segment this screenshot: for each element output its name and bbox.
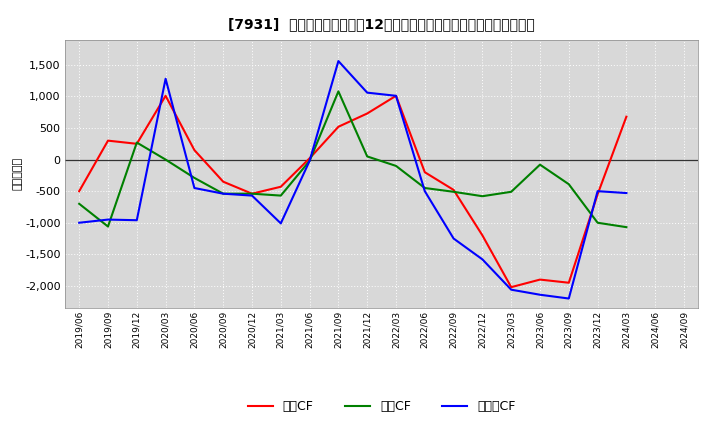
フリーCF	[161, 76, 170, 81]
フリーCF	[305, 158, 314, 164]
フリーCF	[75, 220, 84, 225]
営業CF	[593, 192, 602, 197]
営業CF	[420, 169, 429, 175]
営業CF	[334, 124, 343, 129]
投賄CF	[248, 191, 256, 196]
フリーCF	[190, 185, 199, 191]
営業CF	[132, 141, 141, 147]
投賄CF	[507, 189, 516, 194]
投賄CF	[392, 163, 400, 169]
営業CF	[305, 156, 314, 161]
Legend: 営業CF, 投賄CF, フリーCF: 営業CF, 投賄CF, フリーCF	[248, 400, 516, 413]
営業CF	[219, 179, 228, 184]
営業CF	[478, 233, 487, 238]
投賄CF	[75, 201, 84, 206]
投賄CF	[449, 189, 458, 194]
フリーCF	[622, 191, 631, 196]
投賄CF	[305, 158, 314, 164]
フリーCF	[593, 188, 602, 194]
営業CF	[564, 280, 573, 286]
営業CF	[449, 187, 458, 193]
フリーCF	[449, 236, 458, 241]
フリーCF	[536, 292, 544, 297]
フリーCF	[564, 296, 573, 301]
営業CF	[392, 93, 400, 99]
フリーCF	[104, 217, 112, 222]
Line: 営業CF: 営業CF	[79, 96, 626, 287]
投賄CF	[104, 224, 112, 229]
投賄CF	[420, 185, 429, 191]
フリーCF	[248, 193, 256, 198]
フリーCF	[420, 188, 429, 194]
投賄CF	[219, 191, 228, 196]
投賄CF	[363, 154, 372, 159]
Line: フリーCF: フリーCF	[79, 61, 626, 298]
営業CF	[161, 93, 170, 99]
投賄CF	[622, 224, 631, 230]
フリーCF	[363, 90, 372, 95]
Y-axis label: （百万円）: （百万円）	[12, 157, 22, 191]
フリーCF	[334, 59, 343, 64]
フリーCF	[507, 287, 516, 292]
フリーCF	[392, 93, 400, 99]
フリーCF	[132, 217, 141, 223]
投賄CF	[593, 220, 602, 225]
投賄CF	[276, 193, 285, 198]
投賄CF	[536, 162, 544, 167]
投賄CF	[334, 89, 343, 94]
フリーCF	[478, 257, 487, 262]
投賄CF	[478, 194, 487, 199]
営業CF	[104, 138, 112, 143]
営業CF	[190, 147, 199, 153]
投賄CF	[564, 182, 573, 187]
営業CF	[276, 184, 285, 189]
投賄CF	[132, 140, 141, 145]
営業CF	[622, 114, 631, 119]
営業CF	[248, 191, 256, 196]
投賄CF	[161, 157, 170, 162]
営業CF	[507, 285, 516, 290]
営業CF	[363, 111, 372, 116]
投賄CF	[190, 175, 199, 180]
Line: 投賄CF: 投賄CF	[79, 92, 626, 227]
Title: [7931]  キャッシュフローの12か月移動合計の対前年同期増減額の推移: [7931] キャッシュフローの12か月移動合計の対前年同期増減額の推移	[228, 18, 535, 32]
フリーCF	[219, 191, 228, 196]
営業CF	[536, 277, 544, 282]
営業CF	[75, 188, 84, 194]
フリーCF	[276, 221, 285, 226]
